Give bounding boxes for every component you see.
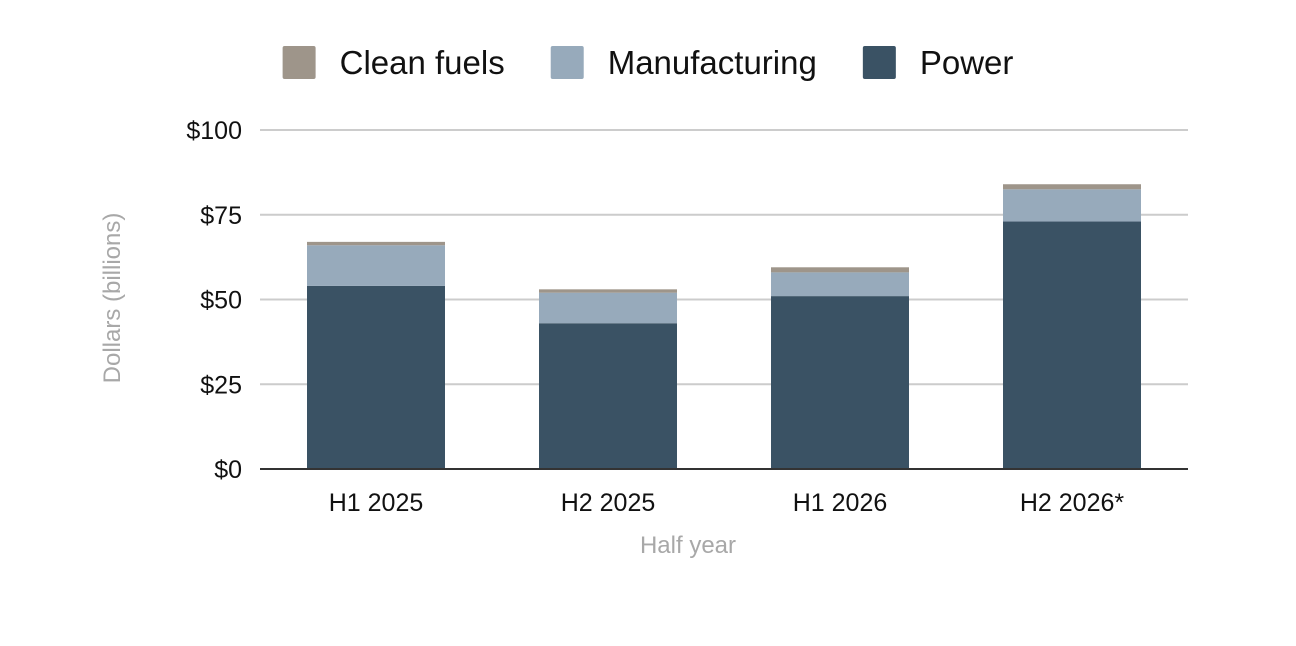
x-tick-label: H2 2026* [1020,489,1125,517]
x-tick-label: H2 2025 [561,489,656,517]
bar-manufacturing-h2-2026 [1003,189,1141,222]
legend-label: Manufacturing [608,44,817,81]
bar-clean-fuels-h2-2025 [539,289,677,293]
bar-clean-fuels-h1-2026 [771,267,909,273]
bar-power-h2-2025 [539,323,677,469]
bar-manufacturing-h1-2026 [771,272,909,297]
legend-label: Clean fuels [340,44,505,81]
y-tick-label: $100 [186,117,242,145]
x-tick-label: H1 2025 [329,489,424,517]
bar-clean-fuels-h1-2025 [307,241,445,246]
legend-swatch [282,46,316,79]
bar-clean-fuels-h2-2026 [1003,184,1141,190]
legend-item-power: Power [862,44,1014,81]
legend-label: Power [920,44,1014,81]
bars [307,184,1141,469]
legend: Clean fuels Manufacturing Power [282,44,1014,81]
y-axis-title: Dollars (billions) [99,213,126,384]
bar-manufacturing-h1-2025 [307,245,445,286]
bar-power-h2-2026 [1003,221,1141,469]
x-axis-ticks: H1 2025 H2 2025 H1 2026 H2 2026* [329,489,1125,517]
y-tick-label: $0 [214,456,242,484]
legend-item-manufacturing: Manufacturing [550,44,817,81]
legend-swatch [550,46,584,79]
x-tick-label: H1 2026 [793,489,888,517]
y-tick-label: $25 [200,371,242,399]
x-axis-title: Half year [640,532,736,559]
legend-swatch [862,46,896,79]
bar-manufacturing-h2-2025 [539,292,677,324]
bar-power-h1-2025 [307,285,445,469]
legend-item-clean-fuels: Clean fuels [282,44,505,81]
y-tick-label: $75 [200,202,242,230]
y-axis-ticks: $0 $25 $50 $75 $100 [186,117,242,484]
y-tick-label: $50 [200,287,242,315]
bar-power-h1-2026 [771,296,909,469]
